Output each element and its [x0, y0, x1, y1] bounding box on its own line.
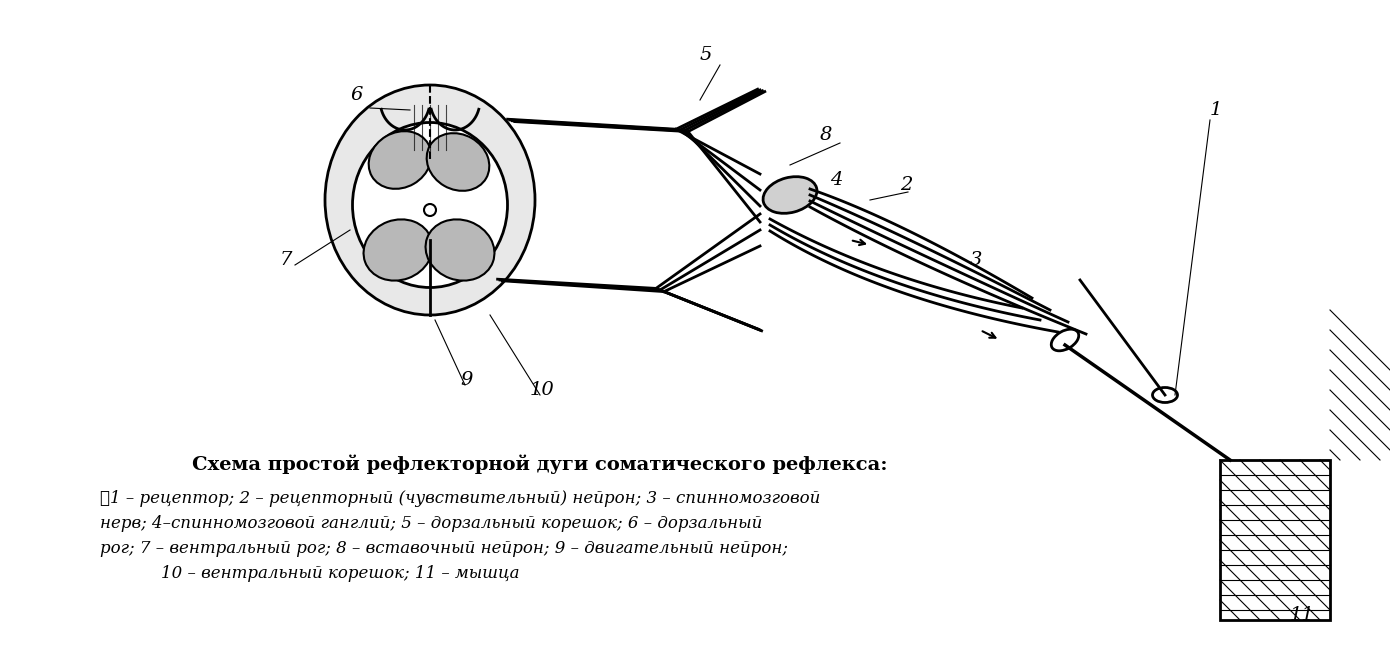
Text: 7: 7	[279, 251, 292, 269]
Text: 11: 11	[1290, 606, 1315, 624]
Ellipse shape	[763, 177, 817, 213]
Ellipse shape	[368, 131, 431, 189]
Text: рог; 7 – вентральный рог; 8 – вставочный нейрон; 9 – двигательный нейрон;: рог; 7 – вентральный рог; 8 – вставочный…	[100, 540, 788, 557]
Text: 4: 4	[830, 171, 842, 189]
Ellipse shape	[353, 122, 507, 288]
Bar	[1220, 460, 1330, 620]
Ellipse shape	[1152, 388, 1177, 402]
Text: 1: 1	[1211, 101, 1222, 119]
Text: 2: 2	[899, 176, 912, 194]
Text: 3: 3	[970, 251, 983, 269]
Text: 6: 6	[350, 86, 363, 104]
Ellipse shape	[364, 220, 432, 281]
Text: ℹ1 – рецептор; 2 – рецепторный (чувствительный) нейрон; 3 – спинномозговой: ℹ1 – рецептор; 2 – рецепторный (чувствит…	[100, 490, 820, 507]
Ellipse shape	[325, 85, 535, 315]
Text: 5: 5	[701, 46, 713, 64]
Text: Схема простой рефлекторной дуги соматического рефлекса:: Схема простой рефлекторной дуги соматиче…	[192, 455, 888, 474]
Ellipse shape	[427, 133, 489, 191]
Text: нерв; 4–спинномозговой ганглий; 5 – дорзальный корешок; 6 – дорзальный: нерв; 4–спинномозговой ганглий; 5 – дорз…	[100, 515, 762, 532]
Text: 9: 9	[460, 371, 473, 389]
Ellipse shape	[1051, 329, 1079, 351]
Ellipse shape	[425, 220, 495, 281]
Text: 8: 8	[820, 126, 833, 144]
Text: 10 – вентральный корешок; 11 – мышца: 10 – вентральный корешок; 11 – мышца	[161, 565, 520, 582]
Ellipse shape	[424, 204, 436, 216]
Text: 10: 10	[530, 381, 555, 399]
